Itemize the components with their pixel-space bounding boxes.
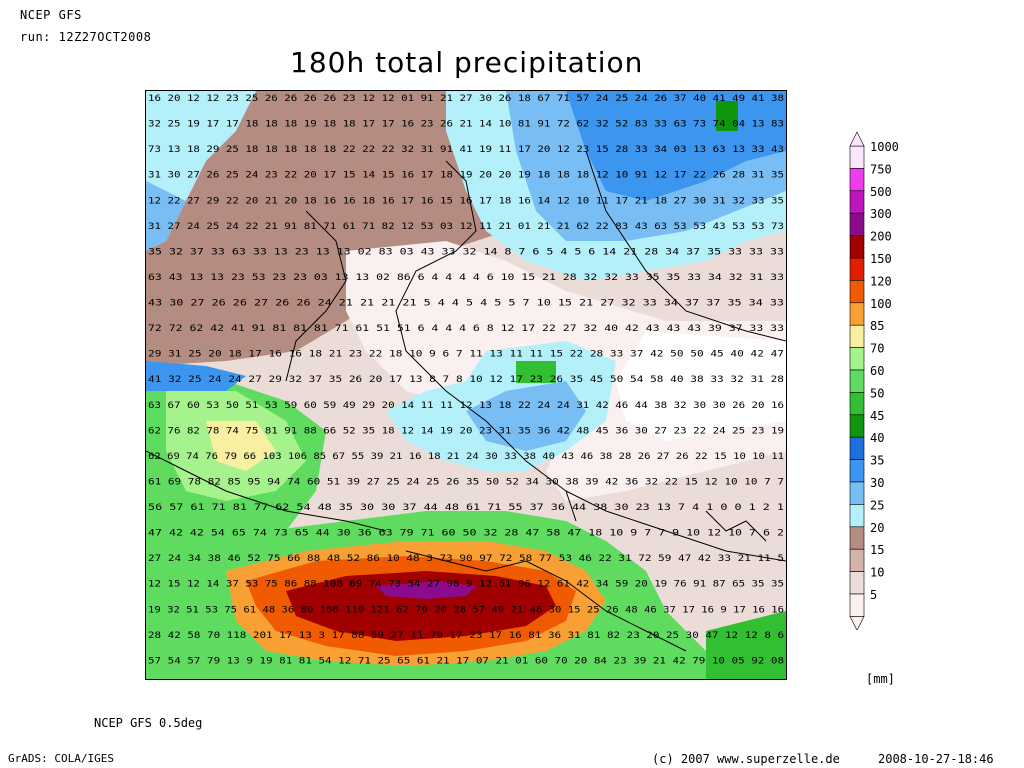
grid-value-row: 56 57 61 71 81 77 62 54 48 35 30 30 37 4… (148, 503, 784, 513)
legend-swatch (849, 436, 865, 460)
grid-value-row: 41 32 25 24 24 27 29 32 37 35 26 20 17 1… (148, 375, 784, 385)
timestamp-label: 2008-10-27-18:46 (878, 752, 994, 766)
legend-swatch (849, 459, 865, 483)
legend-label: 45 (870, 409, 884, 423)
legend-label: 10 (870, 566, 884, 580)
grid-value-row: 35 32 37 33 63 33 13 23 13 13 02 83 03 4… (148, 247, 784, 257)
grid-value-row: 28 42 58 70 118 201 17 13 3 17 88 59 27 … (148, 631, 784, 641)
legend-label: 500 (870, 185, 892, 199)
legend-swatch (849, 190, 865, 214)
legend-swatch (849, 392, 865, 416)
legend-label: 120 (870, 274, 892, 288)
coastlines (146, 150, 786, 652)
copyright-label: (c) 2007 www.superzelle.de (652, 752, 840, 766)
grid-value-row: 12 15 12 14 37 53 75 86 88 108 69 74 73 … (148, 580, 784, 590)
grid-value-row: 47 42 42 54 65 74 73 65 44 30 36 63 79 7… (148, 529, 784, 539)
run-label: run: 12Z27OCT2008 (20, 30, 152, 44)
grid-value-row: 12 22 27 29 22 20 21 20 18 16 16 18 16 1… (148, 196, 784, 206)
grid-value-row: 29 31 25 20 18 17 16 16 18 21 23 22 18 1… (148, 350, 784, 360)
legend-label: 85 (870, 319, 884, 333)
field-spot-northeast-green (716, 101, 738, 131)
field-band-central-blue-dark (466, 381, 586, 451)
legend-swatch (849, 212, 865, 236)
grid-value-row: 57 54 57 79 13 9 19 81 81 54 12 71 25 65… (148, 656, 784, 666)
legend-swatch (849, 414, 865, 438)
grid-value-row: 62 69 74 76 79 66 103 106 85 67 55 39 21… (148, 452, 784, 462)
field-spot-central-green (516, 361, 556, 383)
legend-top-arrow (849, 131, 865, 147)
legend-label: 200 (870, 230, 892, 244)
grid-value-row: 72 72 62 42 41 91 81 81 81 71 61 51 51 6… (148, 324, 784, 334)
field-band-south-red (286, 571, 556, 641)
grid-value-row: 31 30 27 26 25 24 23 22 20 17 15 14 15 1… (148, 171, 784, 181)
grid-value-row: 19 32 51 53 75 61 48 36 80 108 119 121 6… (148, 605, 784, 615)
field-band-east-dry (616, 331, 786, 441)
field-band-west-yellow (206, 421, 276, 471)
precipitation-field: 16 20 12 12 23 25 26 26 26 26 23 12 12 0… (146, 91, 786, 679)
legend-swatch (849, 168, 865, 192)
grid-value-row: 31 27 24 25 24 22 21 91 81 71 61 71 82 1… (148, 222, 784, 232)
legend-swatch (849, 548, 865, 572)
grid-value-row: 27 24 34 38 46 52 75 66 88 48 52 86 10 4… (148, 554, 784, 564)
field-band-south-purple (376, 581, 476, 599)
page-title: 180h total precipitation (290, 46, 644, 79)
legend-label: 150 (870, 252, 892, 266)
grid-value-row: 73 13 18 29 25 18 18 18 18 18 22 22 22 3… (148, 145, 784, 155)
unit-label: [mm] (866, 672, 895, 686)
resolution-label: NCEP GFS 0.5deg (94, 716, 203, 730)
legend-label: 35 (870, 454, 884, 468)
legend-label: 40 (870, 431, 884, 445)
legend-label: 1000 (870, 140, 899, 154)
legend-label: 30 (870, 476, 884, 490)
grid-values: 16 20 12 12 23 25 26 26 26 26 23 12 12 0… (148, 94, 784, 666)
legend-label: 750 (870, 162, 892, 176)
field-band-northwest-blue-dark (146, 181, 186, 251)
grid-value-row: 16 20 12 12 23 25 26 26 26 26 23 12 12 0… (148, 94, 784, 104)
legend-swatch (849, 504, 865, 528)
legend-swatch (849, 571, 865, 595)
legend-label: 60 (870, 364, 884, 378)
legend-swatch (849, 302, 865, 326)
field-band-west-blue (146, 361, 246, 391)
legend-label: 15 (870, 543, 884, 557)
legend-label: 100 (870, 297, 892, 311)
grid-value-row: 63 43 13 13 23 53 23 23 03 13 13 02 86 6… (148, 273, 784, 283)
grid-value-row: 62 76 82 78 74 75 81 91 88 66 52 35 18 1… (148, 426, 784, 436)
grid-value-row: 63 67 60 53 50 51 53 59 60 59 49 29 20 1… (148, 401, 784, 411)
legend-swatch (849, 257, 865, 281)
grid-value-row: 32 25 19 17 17 18 18 18 19 18 18 17 17 1… (148, 120, 784, 130)
legend-swatch (849, 280, 865, 304)
legend-label: 20 (870, 521, 884, 535)
legend-label: 5 (870, 588, 877, 602)
legend-label: 70 (870, 342, 884, 356)
grid-value-row: 43 30 27 26 26 27 26 26 24 21 21 21 21 5… (148, 299, 784, 309)
legend-swatch (849, 145, 865, 169)
field-band-southeast-green (706, 611, 786, 679)
legend-swatch (849, 593, 865, 617)
precipitation-map[interactable]: 16 20 12 12 23 25 26 26 26 26 23 12 12 0… (145, 90, 787, 680)
software-label: GrADS: COLA/IGES (8, 752, 114, 765)
legend-label: 25 (870, 498, 884, 512)
legend-swatch (849, 526, 865, 550)
model-label: NCEP GFS (20, 8, 82, 22)
legend-swatch (849, 481, 865, 505)
legend-label: 300 (870, 207, 892, 221)
legend-swatch (849, 347, 865, 371)
precipitation-legend: 1000 750 500 300 200 150 120 100 85 70 60 50 45 40 35 3… (849, 131, 899, 630)
legend-swatch (849, 235, 865, 259)
legend-label: 50 (870, 386, 884, 400)
legend-swatch (849, 324, 865, 348)
grid-value-row: 61 69 78 82 85 95 94 74 60 51 39 27 25 2… (148, 477, 784, 487)
legend-swatch (849, 369, 865, 393)
legend-bottom-arrow (849, 616, 865, 630)
